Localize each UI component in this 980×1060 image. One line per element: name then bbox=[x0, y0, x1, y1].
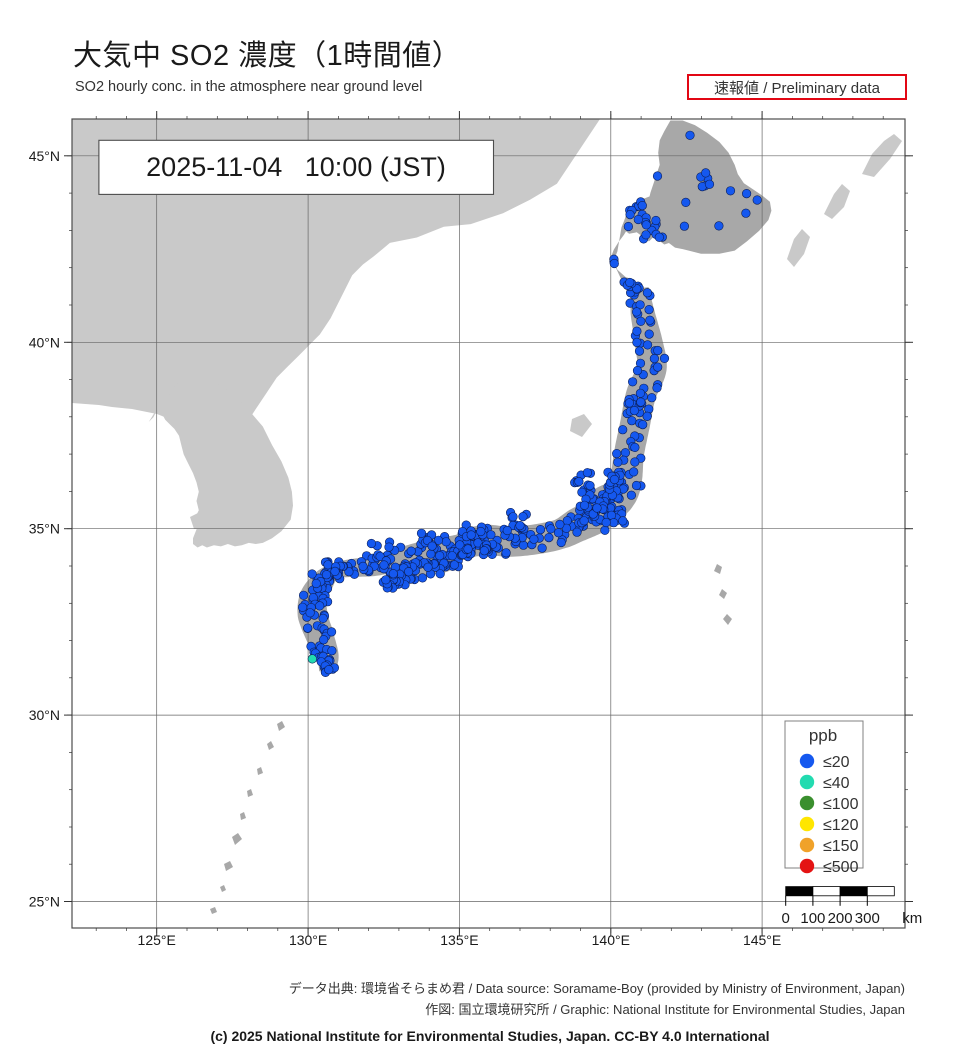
svg-text:2025-11-04 10:00 (JST): 2025-11-04 10:00 (JST) bbox=[146, 152, 446, 182]
svg-text:≤500: ≤500 bbox=[823, 859, 859, 876]
svg-text:≤20: ≤20 bbox=[823, 754, 850, 771]
svg-text:≤40: ≤40 bbox=[823, 775, 850, 792]
svg-text:135°E: 135°E bbox=[440, 932, 478, 948]
svg-text:300: 300 bbox=[855, 910, 880, 927]
svg-text:ppb: ppb bbox=[809, 726, 837, 745]
svg-text:≤120: ≤120 bbox=[823, 817, 859, 834]
svg-text:125°E: 125°E bbox=[138, 932, 176, 948]
svg-text:35°N: 35°N bbox=[29, 521, 60, 537]
svg-text:140°E: 140°E bbox=[592, 932, 630, 948]
svg-text:40°N: 40°N bbox=[29, 334, 60, 350]
svg-text:0: 0 bbox=[782, 910, 790, 927]
svg-text:25°N: 25°N bbox=[29, 894, 60, 910]
svg-text:≤100: ≤100 bbox=[823, 796, 859, 813]
svg-text:100: 100 bbox=[800, 910, 825, 927]
svg-text:km: km bbox=[902, 910, 922, 927]
svg-text:≤150: ≤150 bbox=[823, 838, 859, 855]
svg-text:30°N: 30°N bbox=[29, 707, 60, 723]
svg-text:145°E: 145°E bbox=[743, 932, 781, 948]
svg-text:200: 200 bbox=[828, 910, 853, 927]
svg-text:45°N: 45°N bbox=[29, 148, 60, 164]
svg-text:130°E: 130°E bbox=[289, 932, 327, 948]
